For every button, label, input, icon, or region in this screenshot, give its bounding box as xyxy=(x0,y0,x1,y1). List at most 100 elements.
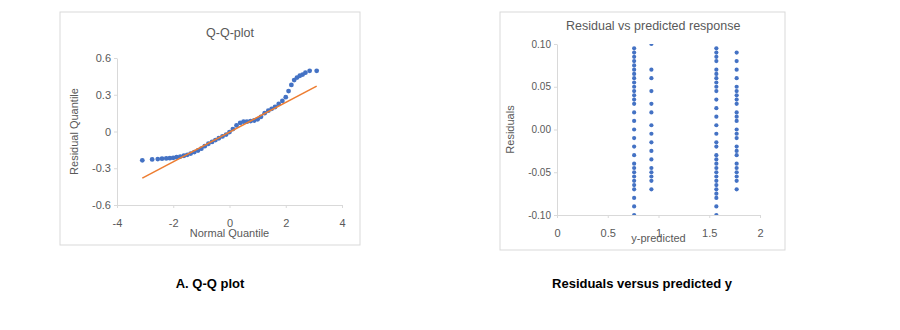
tick-mark xyxy=(114,132,117,133)
point xyxy=(649,110,653,114)
plot-area xyxy=(140,68,319,178)
point xyxy=(714,132,718,136)
point xyxy=(714,213,718,215)
point xyxy=(735,76,739,80)
tick-mark xyxy=(114,95,117,96)
y-axis-line xyxy=(117,59,118,206)
point xyxy=(735,85,739,89)
point xyxy=(714,97,718,101)
tick-label: 2 xyxy=(757,227,763,239)
point xyxy=(649,170,653,174)
point xyxy=(289,83,294,88)
tick-label: 0.10 xyxy=(532,39,552,50)
point xyxy=(632,97,636,101)
point xyxy=(303,70,308,75)
point xyxy=(735,110,739,114)
tick-label: 0.05 xyxy=(532,81,552,92)
point xyxy=(735,59,739,63)
tick-label: -0.3 xyxy=(92,162,111,174)
point xyxy=(735,136,739,140)
tick-label: 0.00 xyxy=(532,124,552,135)
tick: -4 xyxy=(113,205,123,229)
point xyxy=(632,85,636,89)
tick-mark xyxy=(114,168,117,169)
point xyxy=(735,162,739,166)
point xyxy=(714,85,718,89)
chart: 00.511.52-0.10-0.050.000.050.10Residual … xyxy=(500,12,785,250)
tick-mark xyxy=(659,215,660,218)
tick-label: -0.6 xyxy=(92,199,111,211)
point xyxy=(286,89,291,94)
tick-mark xyxy=(608,215,609,218)
point xyxy=(714,106,718,110)
point xyxy=(714,68,718,72)
point xyxy=(649,123,653,127)
point xyxy=(649,179,653,183)
point xyxy=(735,50,739,54)
y-axis: -0.10-0.050.000.050.10 xyxy=(528,39,557,221)
point xyxy=(632,89,636,93)
point xyxy=(632,153,636,157)
point xyxy=(632,80,636,84)
tick: -0.10 xyxy=(528,210,557,221)
point xyxy=(632,93,636,97)
point xyxy=(735,149,739,153)
tick-mark xyxy=(286,205,287,208)
tick-mark xyxy=(760,215,761,218)
plot-area xyxy=(632,44,739,215)
point xyxy=(632,76,636,80)
point xyxy=(632,213,636,215)
tick-mark xyxy=(554,215,557,216)
point xyxy=(714,55,718,59)
tick-label: -4 xyxy=(113,217,123,229)
point xyxy=(714,183,718,187)
tick-label: 0 xyxy=(105,126,111,138)
tick: 0.6 xyxy=(96,52,117,64)
tick: -0.3 xyxy=(92,162,117,174)
tick-label: 2 xyxy=(283,217,289,229)
tick-mark xyxy=(230,205,231,208)
point xyxy=(649,149,653,153)
point xyxy=(735,145,739,149)
tick-mark xyxy=(554,87,557,88)
point xyxy=(307,68,312,73)
point xyxy=(714,123,718,127)
point xyxy=(632,46,636,50)
point xyxy=(649,174,653,178)
point xyxy=(649,140,653,144)
tick-mark xyxy=(554,44,557,45)
chart-title: Q-Q-plot xyxy=(206,26,254,40)
tick-mark xyxy=(173,205,174,208)
tick: 0.05 xyxy=(532,81,557,92)
tick-mark xyxy=(554,172,557,173)
point xyxy=(649,157,653,161)
point xyxy=(632,204,636,208)
caption: Residuals versus predicted y xyxy=(552,276,733,291)
tick-mark xyxy=(114,205,117,206)
point xyxy=(714,46,718,50)
point xyxy=(735,97,739,101)
point xyxy=(714,187,718,191)
point xyxy=(160,156,165,161)
point xyxy=(714,76,718,80)
point xyxy=(632,72,636,76)
point xyxy=(714,59,718,63)
point xyxy=(714,170,718,174)
point xyxy=(632,166,636,170)
point xyxy=(735,187,739,191)
point xyxy=(735,127,739,131)
point xyxy=(735,179,739,183)
point xyxy=(714,50,718,54)
point xyxy=(714,179,718,183)
tick: 2 xyxy=(757,215,763,239)
point xyxy=(649,102,653,106)
tick: -0.6 xyxy=(92,199,117,211)
point xyxy=(632,110,636,114)
tick-label: 4 xyxy=(339,217,345,229)
point xyxy=(714,174,718,178)
tick-label: 1.5 xyxy=(702,227,717,239)
tick-mark xyxy=(342,205,343,208)
point xyxy=(632,136,636,140)
point xyxy=(649,76,653,80)
point xyxy=(649,166,653,170)
